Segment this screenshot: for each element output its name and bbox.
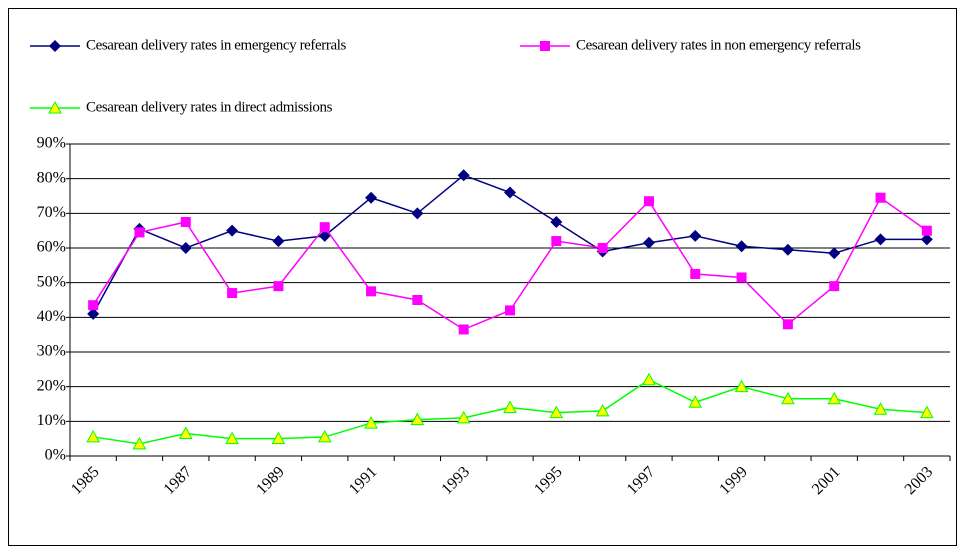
marker — [827, 391, 842, 405]
marker — [550, 216, 563, 228]
marker — [503, 400, 517, 413]
marker — [271, 431, 286, 445]
marker — [365, 191, 378, 204]
marker — [782, 319, 793, 330]
marker — [225, 431, 239, 445]
marker — [642, 372, 656, 386]
marker — [735, 240, 748, 253]
marker — [736, 272, 747, 283]
y-tick-label: 50% — [37, 273, 66, 290]
legend-label: Cesarean delivery rates in non emergency… — [576, 37, 861, 53]
y-tick-label: 20% — [37, 377, 66, 394]
marker — [273, 281, 284, 292]
marker — [134, 227, 145, 238]
marker — [540, 41, 550, 51]
marker — [873, 402, 888, 415]
marker — [642, 236, 655, 249]
marker — [549, 405, 564, 419]
marker — [505, 305, 515, 316]
marker — [504, 186, 516, 199]
marker — [734, 379, 749, 393]
marker — [874, 233, 887, 246]
marker — [412, 295, 423, 305]
marker — [458, 324, 469, 335]
marker — [456, 410, 471, 424]
marker — [317, 429, 332, 443]
marker — [828, 247, 841, 260]
marker — [919, 405, 934, 419]
marker — [319, 222, 330, 233]
y-tick-label: 80% — [37, 169, 66, 186]
marker — [132, 436, 147, 450]
marker — [48, 100, 62, 114]
marker — [920, 233, 933, 246]
marker — [597, 243, 608, 253]
marker — [318, 229, 331, 242]
marker — [457, 169, 470, 182]
marker — [688, 395, 703, 408]
marker — [178, 426, 193, 439]
marker — [87, 307, 100, 320]
marker — [364, 416, 378, 429]
marker — [781, 391, 795, 405]
marker — [875, 192, 886, 203]
legend-label: Cesarean delivery rates in direct admiss… — [86, 99, 333, 115]
marker — [227, 288, 238, 299]
y-tick-label: 70% — [37, 204, 66, 221]
marker — [410, 412, 425, 426]
marker — [689, 229, 702, 242]
marker — [180, 217, 191, 227]
marker — [88, 300, 99, 311]
y-tick-label: 40% — [37, 308, 66, 325]
y-tick-label: 90% — [37, 135, 66, 152]
y-tick-label: 0% — [45, 447, 66, 464]
marker — [49, 40, 61, 52]
marker — [411, 207, 424, 220]
y-tick-label: 30% — [37, 343, 66, 360]
y-tick-label: 10% — [37, 412, 66, 429]
marker — [829, 281, 840, 292]
marker — [690, 269, 701, 279]
marker — [179, 242, 192, 254]
marker — [643, 196, 654, 207]
chart-border — [8, 8, 957, 546]
marker — [366, 286, 377, 297]
marker — [781, 243, 794, 256]
marker — [226, 224, 239, 237]
marker — [86, 429, 101, 443]
marker — [921, 225, 932, 236]
marker — [272, 235, 285, 248]
marker — [595, 403, 610, 417]
y-tick-label: 60% — [37, 239, 66, 256]
legend-label: Cesarean delivery rates in emergency ref… — [86, 37, 346, 53]
marker — [551, 236, 562, 247]
